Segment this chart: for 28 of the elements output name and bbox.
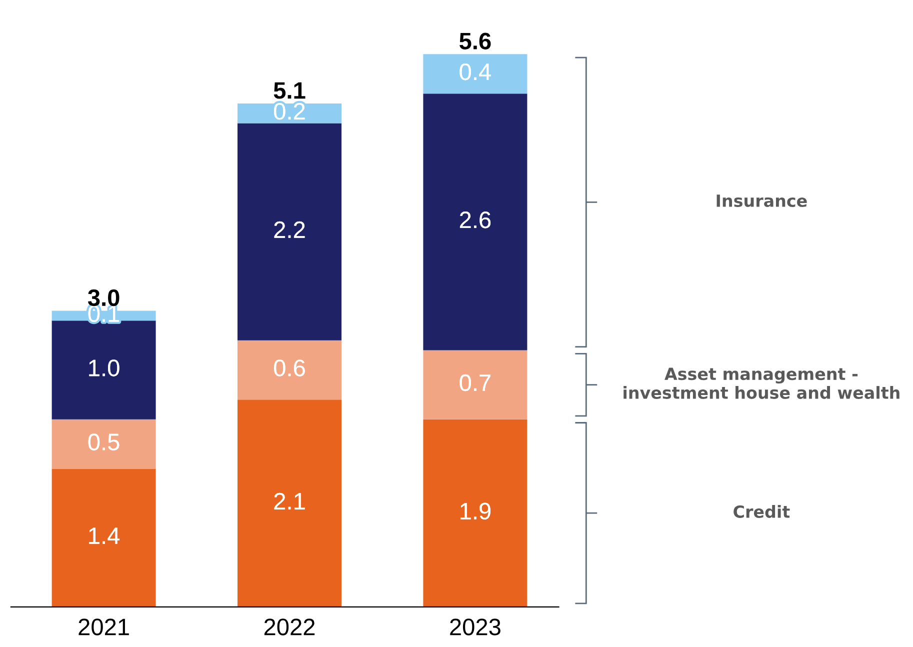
data-label: 0.7 [460, 374, 490, 392]
data-label: 2.2 [274, 221, 305, 238]
data-label: 1.0 [89, 360, 120, 376]
text: Asset management - investment house and wealth [624, 368, 900, 399]
total-label: 5.1 [274, 82, 306, 99]
x-tick-label: 2023 [450, 618, 500, 636]
data-label: 2.1 [274, 492, 305, 510]
bar [238, 123, 342, 340]
data-label: 2.6 [460, 212, 491, 228]
data-label: 1.9 [460, 502, 490, 520]
x-tick-label: 2021 [78, 618, 129, 636]
bar [423, 419, 528, 607]
bar [52, 320, 156, 420]
text: Insurance [716, 194, 807, 208]
bar [423, 350, 528, 420]
data-label: 0.4 [460, 63, 491, 80]
bar [423, 94, 528, 350]
data-label: 0.2 [274, 102, 305, 120]
x-tick-label: 2022 [264, 618, 315, 636]
total-label: 5.6 [460, 32, 491, 50]
text: Credit [734, 505, 790, 518]
bar [238, 340, 342, 400]
data-label: 0.5 [88, 434, 120, 450]
total-label: 3.0 [88, 289, 120, 306]
data-label: 0.6 [274, 360, 305, 376]
bar [52, 468, 156, 607]
bar [238, 400, 342, 607]
data-label: 1.4 [89, 528, 120, 544]
